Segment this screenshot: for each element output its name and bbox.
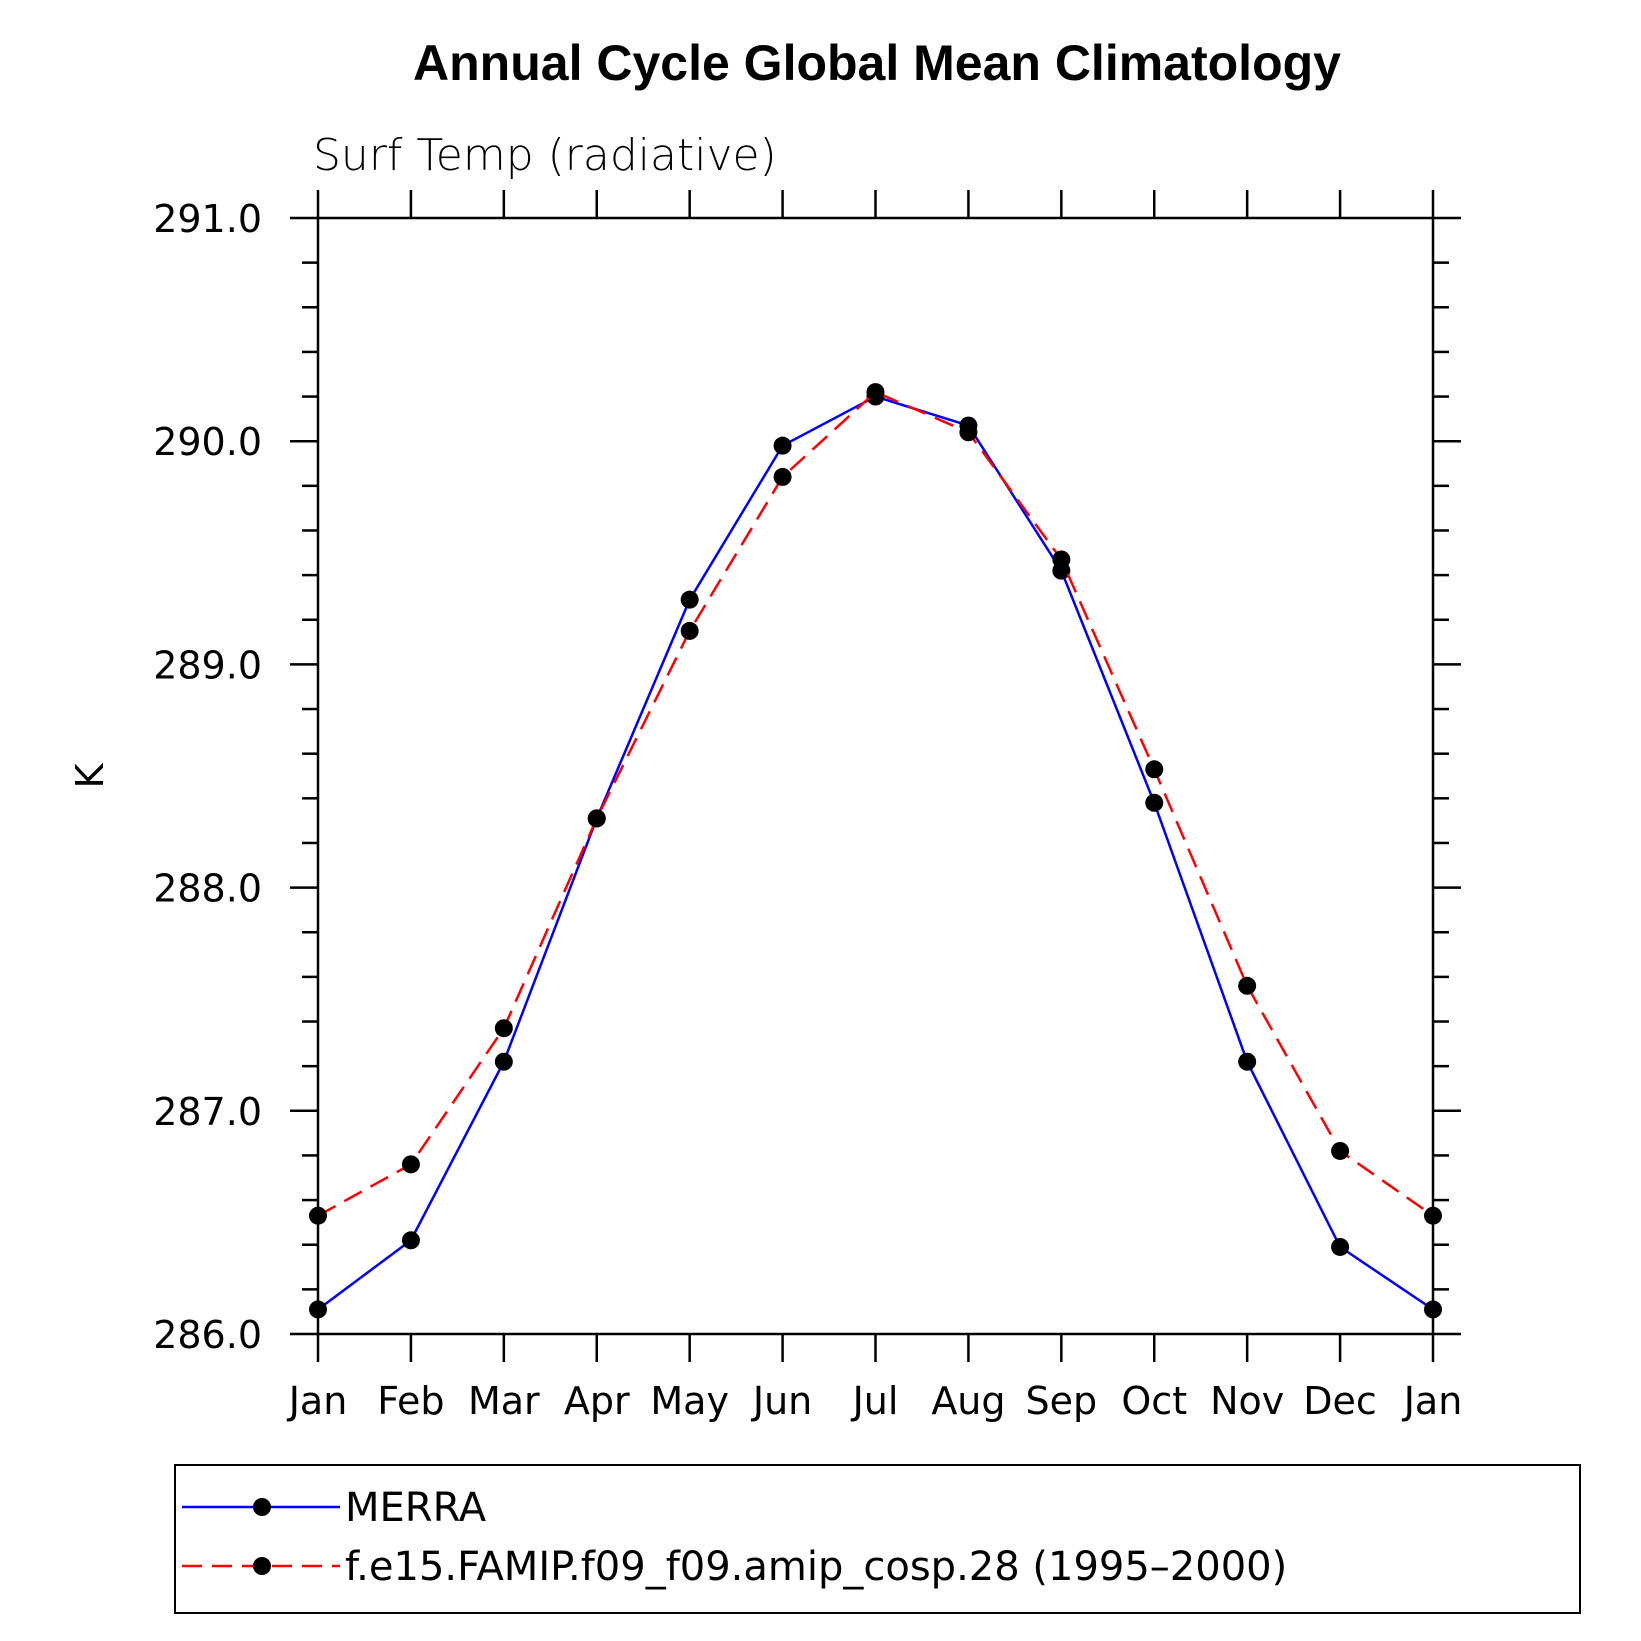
data-point (773, 436, 792, 455)
series-1 (309, 387, 1442, 1319)
data-point (1052, 550, 1071, 569)
legend-marker (253, 1498, 271, 1516)
x-tick-label: Feb (377, 1379, 444, 1423)
chart-subtitle: Surf Temp (radiative) (313, 130, 777, 181)
data-point (1145, 793, 1164, 812)
series-line (317, 395, 1434, 1311)
data-point (1424, 1206, 1442, 1225)
data-point (401, 1231, 420, 1250)
data-point (866, 383, 885, 402)
chart-title: Annual Cycle Global Mean Climatology (413, 35, 1341, 91)
y-tick-label: 291.0 (153, 197, 262, 241)
legend-marker (253, 1557, 271, 1575)
y-tick-label: 290.0 (153, 420, 262, 464)
data-point (1331, 1141, 1350, 1160)
data-point (494, 1052, 513, 1071)
data-point (680, 621, 699, 640)
data-point (309, 1206, 327, 1225)
legend: MERRA f.e15.FAMIP.f09_f09.amip_cosp.28 (1… (174, 1464, 1581, 1614)
x-tick-label: Oct (1121, 1379, 1187, 1423)
legend-label: MERRA (345, 1485, 487, 1531)
y-axis-label: K (68, 762, 112, 788)
plot-axes: Jan Feb Mar Apr May Jun Jul Aug Sep Oct Nov Dec Jan 2… (153, 190, 1462, 1423)
x-tick-label: Aug (931, 1379, 1005, 1423)
x-tick-label: Sep (1026, 1379, 1098, 1423)
x-tick-label: Jun (751, 1379, 812, 1423)
data-point (401, 1155, 420, 1174)
x-tick-label: Apr (564, 1379, 630, 1423)
series-layer (309, 383, 1442, 1319)
data-point (1331, 1237, 1350, 1256)
x-tick-label: Mar (468, 1379, 540, 1423)
data-point (959, 423, 978, 442)
y-tick-label: 289.0 (153, 643, 262, 687)
x-tick-label: Jul (851, 1379, 899, 1423)
data-point (1238, 976, 1257, 995)
data-point (680, 590, 699, 609)
series-line (317, 390, 1434, 1217)
data-point (587, 809, 606, 828)
y-tick-label: 287.0 (153, 1090, 262, 1134)
y-tick-label: 286.0 (153, 1313, 262, 1357)
data-point (1424, 1300, 1442, 1319)
data-point (1145, 760, 1164, 779)
x-tick-label: Jan (287, 1379, 348, 1423)
legend-label: f.e15.FAMIP.f09_f09.amip_cosp.28 (1995–2… (345, 1544, 1287, 1590)
data-point (494, 1019, 513, 1038)
series-2 (309, 383, 1442, 1225)
data-point (773, 467, 792, 486)
x-tick-label: Dec (1303, 1379, 1377, 1423)
x-tick-label: May (650, 1379, 729, 1423)
data-point (309, 1300, 327, 1319)
x-tick-label: Nov (1210, 1379, 1284, 1423)
data-point (1238, 1052, 1257, 1071)
x-tick-label: Jan (1402, 1379, 1463, 1423)
y-tick-label: 288.0 (153, 867, 262, 911)
legend-box (174, 1464, 1581, 1614)
